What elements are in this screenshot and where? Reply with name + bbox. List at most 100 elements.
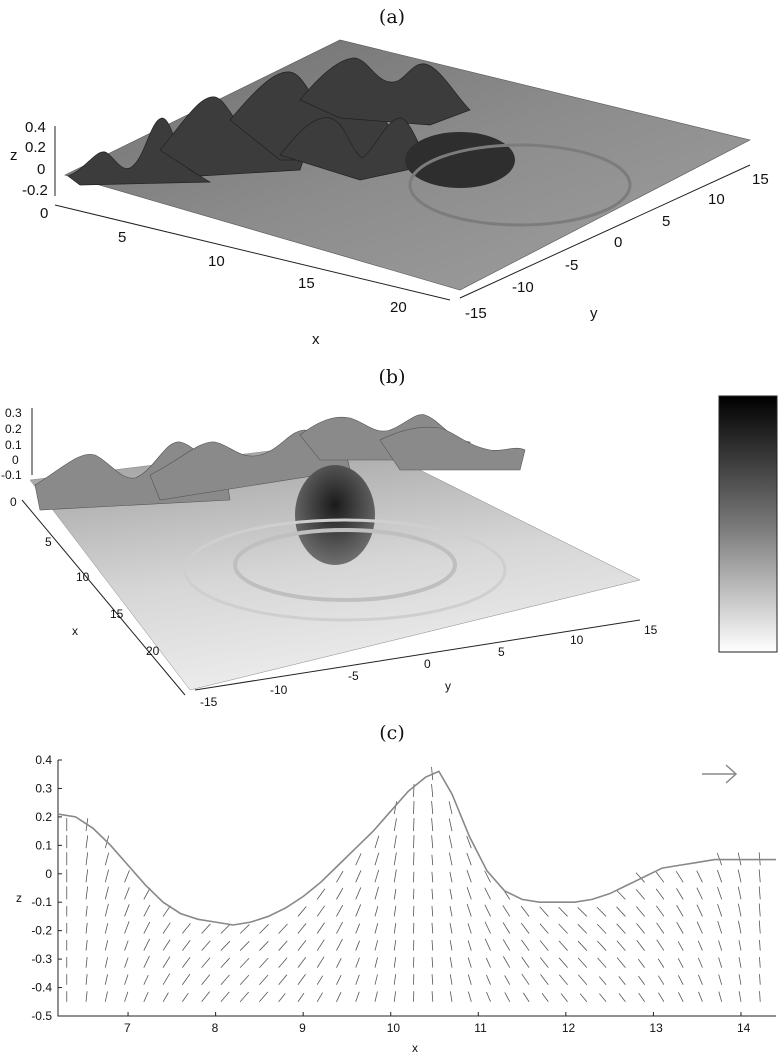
vector-arrow [657, 975, 665, 985]
vector-arrow [539, 957, 549, 968]
vector-arrow [596, 906, 607, 917]
vector-arrow [577, 940, 588, 951]
y-axis-label-c: z [16, 891, 22, 905]
x-tick: 13 [649, 1021, 663, 1035]
vector-arrow [297, 940, 307, 951]
vector-arrow [540, 974, 549, 985]
z-axis-label-a: z [10, 147, 18, 164]
vector-arrow [635, 872, 645, 883]
vector-arrow [182, 956, 191, 968]
panel-c-title: (c) [379, 722, 405, 744]
vector-arrow [502, 922, 511, 934]
vector-arrow [316, 939, 325, 951]
vector-arrow [259, 940, 269, 951]
vector-arrow [85, 974, 88, 985]
vector-arrow [717, 921, 723, 934]
vector-arrow [374, 835, 380, 849]
vector-arrow [466, 869, 472, 883]
vector-arrow [316, 992, 323, 1002]
ticks-c: 7 8 9 10 11 12 13 14 -0.5 -0.4 -0.3 -0.2 -0.1 0 0.1 0.2… [31, 754, 750, 1035]
surface-ridges [34, 414, 526, 511]
surface-ridges [67, 57, 471, 186]
vector-arrow [558, 940, 568, 951]
vector-arrow [393, 991, 397, 1002]
vector-arrow [738, 920, 742, 934]
vector-arrow [355, 991, 360, 1002]
vector-arrow [448, 835, 453, 849]
vector-arrow [201, 991, 210, 1003]
vector-arrow [336, 887, 344, 900]
axes-b [21, 408, 641, 696]
vector-arrow [759, 939, 761, 951]
y-tick: 0 [424, 657, 431, 671]
vector-arrow [718, 991, 723, 1002]
vector-arrow [579, 993, 588, 1003]
vector-arrow [676, 888, 684, 900]
vector-arrow [717, 903, 723, 917]
surface-chart-b: 0.3 0.2 0.1 0 -0.1 0 5 10 15 20 x -15 -1… [1, 395, 778, 709]
reference-arrow [702, 764, 738, 784]
vector-arrow [239, 974, 250, 985]
y-tick: -0.4 [31, 981, 52, 995]
vector-arrow [657, 958, 665, 968]
vector-arrow [374, 974, 378, 985]
y-tick: 10 [708, 191, 725, 208]
x-tick: 0 [40, 205, 48, 222]
vector-arrow [560, 993, 568, 1003]
vector-arrow [316, 922, 325, 934]
vector-arrow [656, 939, 665, 951]
colorbar [718, 395, 778, 653]
vector-arrow [143, 991, 149, 1002]
vector-arrow [656, 905, 665, 917]
vector-arrow [539, 923, 549, 934]
vector-arrow [220, 991, 230, 1003]
y-tick: 0.4 [35, 754, 52, 767]
vector-arrow [431, 854, 434, 866]
series-line [57, 770, 776, 926]
vector-arrow [485, 957, 491, 968]
surface-peak [295, 465, 375, 565]
vector-arrow [374, 852, 380, 866]
y-tick: 0 [45, 867, 52, 881]
vector-arrow [484, 904, 491, 917]
vector-arrow [616, 906, 626, 917]
vector-arrow [522, 992, 530, 1002]
vector-arrow [448, 818, 453, 832]
vector-arrow [182, 973, 191, 985]
vector-arrow [297, 992, 305, 1003]
vector-arrow [449, 905, 453, 917]
vector-arrow [467, 940, 472, 951]
vector-arrow [182, 940, 191, 951]
vector-arrow [616, 889, 626, 900]
vector-arrow [466, 886, 472, 900]
vector-arrow [104, 991, 108, 1002]
vector-arrow [124, 904, 130, 917]
vector-arrow [466, 852, 472, 866]
vector-arrow [393, 940, 397, 951]
vector-arrow [449, 888, 453, 900]
vector-arrow [259, 957, 269, 968]
vector-arrow [558, 957, 568, 968]
x-tick: 10 [76, 570, 90, 584]
vector-arrow [638, 975, 645, 985]
x-axis-label-c: x [412, 1041, 418, 1054]
x-tick: 0 [10, 495, 17, 509]
vector-arrow [539, 906, 549, 917]
vector-arrow [758, 886, 761, 900]
vector-arrow [336, 975, 342, 985]
x-tick: 7 [124, 1021, 131, 1035]
x-tick: 10 [387, 1021, 401, 1035]
vector-arrow [467, 923, 472, 934]
x-tick: 15 [298, 275, 315, 292]
vector-arrow [484, 938, 491, 951]
vector-arrow [449, 991, 453, 1002]
z-tick: -0.2 [22, 182, 48, 199]
vector-arrow [355, 923, 361, 934]
vector-arrow [502, 956, 511, 968]
x-tick: 8 [212, 1021, 219, 1035]
y-tick: -5 [565, 257, 578, 274]
vector-arrow [718, 957, 723, 968]
y-tick: -0.5 [31, 1009, 52, 1023]
vector-arrow [297, 923, 307, 934]
vector-arrow [577, 907, 588, 917]
